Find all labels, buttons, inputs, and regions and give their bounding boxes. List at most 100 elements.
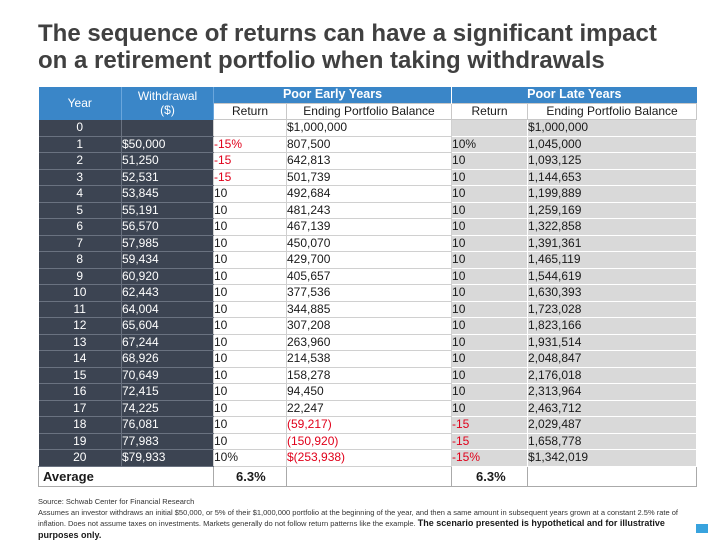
withdrawal-cell: 51,250 xyxy=(122,153,214,170)
average-early-spacer xyxy=(287,466,452,486)
year-cell: 14 xyxy=(39,351,122,368)
withdrawal-cell: 68,926 xyxy=(122,351,214,368)
year-cell: 10 xyxy=(39,285,122,302)
year-cell: 8 xyxy=(39,252,122,269)
withdrawal-cell: 56,570 xyxy=(122,219,214,236)
late-return-cell: 10 xyxy=(452,351,528,368)
late-balance-cell: 1,723,028 xyxy=(528,301,697,318)
late-balance-cell: 1,199,889 xyxy=(528,186,697,203)
withdrawal-cell: 57,985 xyxy=(122,235,214,252)
year-cell: 0 xyxy=(39,120,122,137)
early-balance-cell: 492,684 xyxy=(287,186,452,203)
early-balance-cell: 263,960 xyxy=(287,334,452,351)
early-balance-cell: 22,247 xyxy=(287,400,452,417)
late-balance-cell: 2,463,712 xyxy=(528,400,697,417)
early-return-cell: -15% xyxy=(214,136,287,153)
late-balance-cell: 1,465,119 xyxy=(528,252,697,269)
early-balance-cell: 158,278 xyxy=(287,367,452,384)
early-return-cell: 10 xyxy=(214,351,287,368)
year-cell: 4 xyxy=(39,186,122,203)
late-balance-cell: 1,931,514 xyxy=(528,334,697,351)
header-year: Year xyxy=(39,87,122,120)
late-balance-cell: 1,544,619 xyxy=(528,268,697,285)
early-return-cell: 10 xyxy=(214,202,287,219)
early-balance-cell: 405,657 xyxy=(287,268,452,285)
early-return-cell: 10% xyxy=(214,450,287,467)
early-return-cell: 10 xyxy=(214,268,287,285)
withdrawal-cell: 64,004 xyxy=(122,301,214,318)
early-balance-cell: 467,139 xyxy=(287,219,452,236)
early-return-cell: 10 xyxy=(214,433,287,450)
year-cell: 19 xyxy=(39,433,122,450)
withdrawal-cell: 76,081 xyxy=(122,417,214,434)
table-row: 0 $1,000,000 $1,000,000 xyxy=(39,120,697,137)
late-return-cell: -15 xyxy=(452,433,528,450)
late-balance-cell: $1,000,000 xyxy=(528,120,697,137)
header-early-balance: Ending Portfolio Balance xyxy=(287,103,452,120)
late-return-cell: 10 xyxy=(452,169,528,186)
withdrawal-cell: $50,000 xyxy=(122,136,214,153)
early-return-cell: 10 xyxy=(214,285,287,302)
early-return-cell: 10 xyxy=(214,301,287,318)
year-cell: 12 xyxy=(39,318,122,335)
early-return-cell: 10 xyxy=(214,252,287,269)
year-cell: 17 xyxy=(39,400,122,417)
returns-table: Year Withdrawal ($) Poor Early Years Poo… xyxy=(38,87,697,487)
year-cell: 18 xyxy=(39,417,122,434)
late-balance-cell: 2,048,847 xyxy=(528,351,697,368)
header-withdrawal: Withdrawal ($) xyxy=(122,87,214,120)
year-cell: 3 xyxy=(39,169,122,186)
early-return-cell xyxy=(214,120,287,137)
late-return-cell: 10 xyxy=(452,235,528,252)
year-cell: 9 xyxy=(39,268,122,285)
withdrawal-cell: 59,434 xyxy=(122,252,214,269)
withdrawal-cell: 70,649 xyxy=(122,367,214,384)
late-return-cell: 10% xyxy=(452,136,528,153)
withdrawal-cell: 55,191 xyxy=(122,202,214,219)
average-row: Average 6.3% 6.3% xyxy=(39,466,697,486)
withdrawal-cell: 77,983 xyxy=(122,433,214,450)
early-balance-cell: 481,243 xyxy=(287,202,452,219)
late-balance-cell: $1,342,019 xyxy=(528,450,697,467)
footnote-source: Source: Schwab Center for Financial Rese… xyxy=(38,497,688,508)
withdrawal-cell: 52,531 xyxy=(122,169,214,186)
early-return-cell: 10 xyxy=(214,417,287,434)
early-balance-cell: 642,813 xyxy=(287,153,452,170)
early-balance-cell: 450,070 xyxy=(287,235,452,252)
early-balance-cell: $1,000,000 xyxy=(287,120,452,137)
withdrawal-cell: 60,920 xyxy=(122,268,214,285)
average-late: 6.3% xyxy=(452,466,528,486)
year-cell: 6 xyxy=(39,219,122,236)
late-return-cell: 10 xyxy=(452,268,528,285)
late-return-cell: -15 xyxy=(452,417,528,434)
early-balance-cell: (150,920) xyxy=(287,433,452,450)
early-return-cell: 10 xyxy=(214,367,287,384)
late-return-cell: 10 xyxy=(452,334,528,351)
late-return-cell: 10 xyxy=(452,219,528,236)
withdrawal-cell: 74,225 xyxy=(122,400,214,417)
late-balance-cell: 1,093,125 xyxy=(528,153,697,170)
late-balance-cell: 1,259,169 xyxy=(528,202,697,219)
year-cell: 7 xyxy=(39,235,122,252)
footnote: Source: Schwab Center for Financial Rese… xyxy=(38,497,688,541)
late-return-cell: 10 xyxy=(452,384,528,401)
early-return-cell: 10 xyxy=(214,334,287,351)
late-balance-cell: 1,045,000 xyxy=(528,136,697,153)
year-cell: 2 xyxy=(39,153,122,170)
year-cell: 15 xyxy=(39,367,122,384)
late-balance-cell: 2,313,964 xyxy=(528,384,697,401)
early-balance-cell: 807,500 xyxy=(287,136,452,153)
withdrawal-cell: 62,443 xyxy=(122,285,214,302)
corner-marker xyxy=(696,524,708,533)
early-return-cell: 10 xyxy=(214,318,287,335)
